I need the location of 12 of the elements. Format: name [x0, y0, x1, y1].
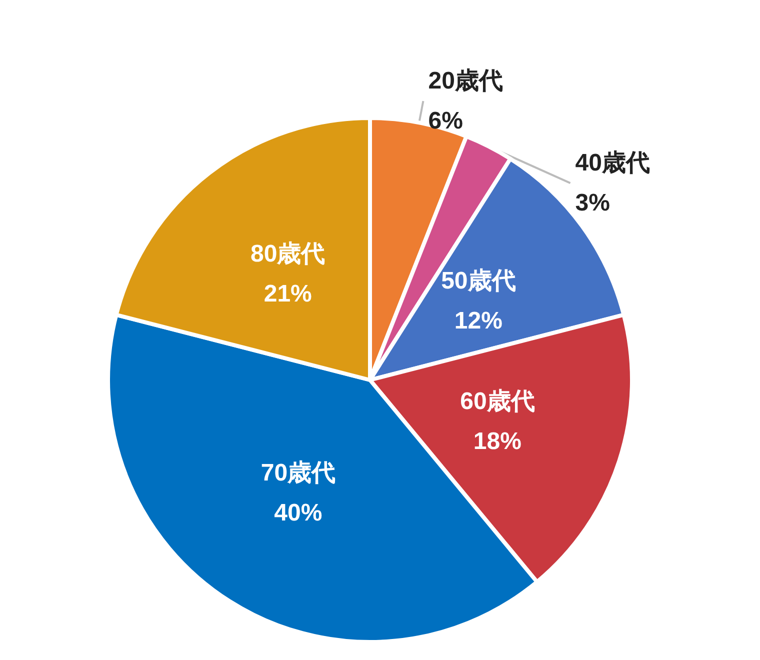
- data-label: 12%: [454, 308, 502, 335]
- slice-label: 50歳代: [441, 268, 516, 295]
- data-label: 3%: [575, 190, 610, 217]
- slice-label: 40歳代: [575, 150, 650, 177]
- slice-label: 70歳代: [260, 460, 336, 487]
- slice-label: 60歳代: [460, 388, 535, 415]
- slice-label: 20歳代: [428, 68, 503, 95]
- data-label: 40%: [274, 500, 322, 527]
- data-label: 6%: [428, 108, 463, 135]
- slice-label: 80歳代: [250, 240, 326, 268]
- data-label: 21%: [264, 280, 312, 308]
- data-label: 18%: [473, 428, 522, 455]
